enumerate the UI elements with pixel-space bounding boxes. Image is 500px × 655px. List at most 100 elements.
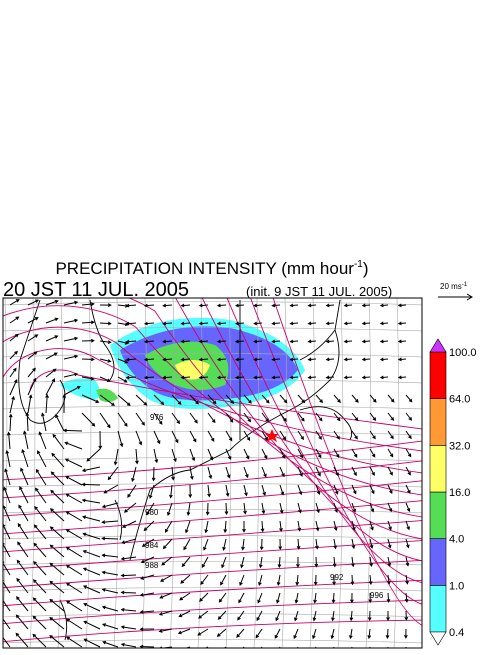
- wind-arrow: [4, 468, 11, 486]
- wind-arrow: [349, 610, 354, 622]
- colorbar-band: [429, 585, 447, 633]
- wind-arrow: [189, 430, 197, 443]
- wind-arrow: [351, 412, 359, 422]
- wind-arrow: [207, 448, 214, 461]
- wind-arrow: [198, 357, 209, 362]
- wind-scale-sup: -1: [462, 282, 468, 288]
- wind-arrow: [315, 448, 322, 459]
- wind-arrow: [62, 393, 67, 414]
- wind-arrow: [235, 357, 245, 362]
- wind-arrow: [45, 394, 49, 414]
- wind-arrow: [121, 520, 137, 528]
- wind-arrow: [49, 635, 65, 648]
- grid-line: [3, 535, 422, 540]
- isobar: [3, 559, 422, 589]
- wind-arrow: [207, 430, 215, 442]
- wind-arrow: [198, 610, 209, 619]
- wind-arrow: [159, 592, 173, 599]
- wind-arrow: [315, 538, 319, 550]
- wind-arrow: [198, 375, 209, 380]
- wind-arrow: [171, 466, 175, 481]
- wind-arrow: [120, 642, 137, 648]
- wind-arrow: [33, 524, 47, 540]
- wind-arrow: [330, 628, 335, 640]
- wind-arrow: [9, 299, 20, 306]
- wind-arrow: [256, 610, 263, 622]
- wind-arrow: [143, 520, 155, 532]
- wind-arrow: [171, 394, 182, 405]
- wind-arrow: [368, 574, 373, 586]
- wind-arrow: [261, 430, 269, 441]
- wind-arrow: [117, 430, 124, 448]
- wind-arrow: [277, 556, 282, 569]
- colorbar-band: [429, 491, 447, 539]
- isobar: [3, 579, 422, 607]
- wind-arrow: [162, 321, 173, 326]
- wind-arrow: [259, 538, 264, 551]
- wind-arrow: [65, 529, 83, 540]
- wind-arrow: [101, 623, 119, 630]
- wind-arrow: [314, 556, 319, 568]
- wind-arrow: [279, 502, 284, 514]
- grid-line: [3, 639, 422, 644]
- wind-arrow: [139, 610, 155, 614]
- wind-arrow: [27, 334, 39, 342]
- valid-time: 20 JST 11 JUL. 2005: [3, 279, 189, 301]
- wind-arrow: [222, 538, 227, 551]
- wind-arrow: [387, 484, 393, 495]
- wind-arrow: [237, 610, 245, 621]
- wind-arrow: [257, 592, 263, 604]
- wind-arrow: [315, 466, 321, 477]
- wind-arrow: [405, 484, 411, 494]
- wind-arrow: [279, 466, 285, 478]
- precipitation: [60, 317, 305, 409]
- wind-arrow: [65, 618, 83, 630]
- wind-arrow: [258, 574, 263, 587]
- wind-arrow: [121, 538, 137, 545]
- wind-arrow: [180, 574, 191, 584]
- wind-arrow: [405, 520, 410, 531]
- wind-arrow: [158, 610, 173, 616]
- wind-arrow: [243, 430, 251, 442]
- wind-arrow: [387, 556, 392, 567]
- wind-arrow: [225, 430, 233, 442]
- wind-arrow: [143, 303, 155, 308]
- wind-arrow: [3, 486, 11, 504]
- wind-arrow: [295, 574, 300, 586]
- wind-arrow: [253, 339, 263, 344]
- wind-arrow: [279, 394, 288, 404]
- wind-arrow: [204, 520, 209, 534]
- wind-arrow: [198, 339, 209, 344]
- wind-arrow: [271, 303, 281, 308]
- wind-arrow: [369, 556, 373, 568]
- wind-arrow: [148, 484, 155, 499]
- wind-arrow: [207, 466, 213, 480]
- wind-arrow: [279, 520, 283, 533]
- grid-line: [309, 298, 316, 648]
- wind-arrow: [405, 430, 412, 440]
- map-area: 976 980 984 988 992 996: [3, 298, 422, 648]
- wind-arrow: [367, 628, 372, 640]
- wind-arrow: [343, 339, 353, 344]
- wind-arrow: [405, 412, 413, 421]
- wind-arrow: [3, 616, 11, 630]
- wind-arrow: [241, 538, 245, 551]
- wind-arrow: [313, 574, 318, 586]
- grid-line: [85, 298, 92, 648]
- wind-arrow: [312, 628, 317, 640]
- wind-arrow: [325, 321, 335, 326]
- wind-arrow: [180, 303, 191, 308]
- wind-arrow: [183, 538, 191, 551]
- wind-arrow: [188, 484, 193, 499]
- wind-scale-arrow: [438, 293, 473, 301]
- wind-arrow: [120, 590, 137, 595]
- grid-line: [3, 483, 422, 488]
- wind-arrow: [343, 303, 353, 308]
- wind-arrow: [82, 532, 101, 540]
- wind-arrow: [99, 321, 112, 326]
- isobar: [3, 500, 422, 535]
- wind-arrow: [351, 556, 355, 568]
- title-close: ): [363, 259, 369, 278]
- wind-arrow: [135, 394, 148, 406]
- wind-arrow: [397, 375, 407, 380]
